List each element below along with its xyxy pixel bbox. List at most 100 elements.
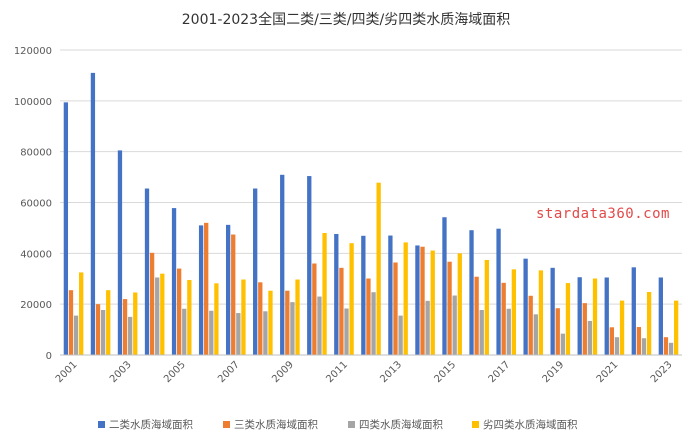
bar-2017-series-1 xyxy=(496,228,501,355)
y-tick-label: 20000 xyxy=(20,300,52,311)
bar-2003-series-2 xyxy=(122,299,128,355)
bar-series xyxy=(63,72,679,355)
bar-2011-series-4 xyxy=(349,243,354,355)
bar-2015-series-2 xyxy=(447,261,452,355)
bar-2021-series-4 xyxy=(619,300,625,355)
bar-2019-series-3 xyxy=(560,333,566,355)
x-tick-label: 2007 xyxy=(216,359,242,385)
x-tick-label: 2013 xyxy=(378,359,404,385)
bar-2018-series-1 xyxy=(523,258,528,355)
bar-2014-series-2 xyxy=(420,246,425,355)
bar-2014-series-3 xyxy=(425,300,430,355)
bar-2014-series-1 xyxy=(415,245,420,355)
bar-2002-series-3 xyxy=(100,310,106,355)
bar-2011-series-2 xyxy=(339,267,344,355)
bar-2015-series-4 xyxy=(457,253,462,355)
bar-2007-series-1 xyxy=(225,224,231,355)
bar-2001-series-2 xyxy=(68,290,74,355)
bar-2020-series-4 xyxy=(592,278,598,355)
bar-2004-series-4 xyxy=(160,273,165,355)
bar-2023-series-2 xyxy=(663,337,669,355)
bar-2009-series-3 xyxy=(290,302,295,355)
bar-2007-series-2 xyxy=(231,234,236,355)
bar-2017-series-4 xyxy=(511,269,517,355)
bar-2018-series-3 xyxy=(533,314,538,355)
bar-2021-series-2 xyxy=(609,327,614,355)
bar-2012-series-1 xyxy=(361,235,366,355)
bar-2019-series-4 xyxy=(565,283,571,355)
bar-2006-series-2 xyxy=(204,222,209,355)
bar-2016-series-4 xyxy=(484,259,489,355)
bar-2023-series-1 xyxy=(658,277,663,355)
bar-2010-series-4 xyxy=(322,233,327,355)
bar-2009-series-1 xyxy=(280,174,285,355)
bar-2005-series-2 xyxy=(176,268,182,355)
x-tick-label: 2019 xyxy=(541,359,567,385)
y-axis: 0 20000 40000 60000 80000 100000 120000 xyxy=(14,46,52,362)
bar-2004-series-3 xyxy=(155,277,160,355)
bar-2001-series-1 xyxy=(63,102,69,355)
bar-2003-series-1 xyxy=(117,150,123,355)
legend-swatch xyxy=(223,421,230,428)
bar-2008-series-3 xyxy=(263,311,268,355)
bar-2002-series-2 xyxy=(95,304,101,355)
bar-2020-series-2 xyxy=(582,303,587,355)
bar-2013-series-3 xyxy=(398,315,403,355)
bar-2022-series-2 xyxy=(636,327,642,355)
bar-2005-series-3 xyxy=(182,308,187,355)
bar-2003-series-3 xyxy=(128,316,133,355)
legend-swatch xyxy=(98,421,105,428)
x-tick-label: 2021 xyxy=(595,359,621,385)
bar-2019-series-1 xyxy=(550,267,555,355)
bar-2020-series-1 xyxy=(577,277,582,355)
bar-2022-series-4 xyxy=(646,291,652,355)
bar-2002-series-4 xyxy=(106,290,111,355)
y-tick-label: 60000 xyxy=(20,199,52,210)
watermark-text: stardata360.com xyxy=(536,206,670,222)
bar-2020-series-3 xyxy=(587,320,593,355)
x-tick-label: 2001 xyxy=(54,359,80,385)
bar-2008-series-2 xyxy=(258,282,263,355)
x-tick-label: 2023 xyxy=(649,359,675,385)
bar-2017-series-2 xyxy=(501,282,506,355)
x-tick-label: 2003 xyxy=(108,359,134,385)
bar-2015-series-1 xyxy=(442,217,447,355)
bar-2018-series-4 xyxy=(538,270,544,355)
legend-swatch xyxy=(348,421,355,428)
y-tick-label: 0 xyxy=(46,351,52,362)
x-tick-label: 2017 xyxy=(487,359,513,385)
bar-2006-series-4 xyxy=(214,283,219,355)
legend-swatch xyxy=(472,421,479,428)
bar-2021-series-3 xyxy=(614,337,620,355)
bar-2008-series-1 xyxy=(253,188,258,355)
bar-2016-series-3 xyxy=(479,310,484,355)
bar-2012-series-2 xyxy=(366,278,371,355)
bar-2004-series-1 xyxy=(144,188,150,355)
bar-2006-series-1 xyxy=(198,225,204,355)
x-tick-label: 2011 xyxy=(324,359,350,385)
bar-2022-series-1 xyxy=(631,267,636,355)
bar-2008-series-4 xyxy=(268,290,273,355)
bar-2018-series-2 xyxy=(528,295,533,355)
bar-2001-series-4 xyxy=(79,272,84,355)
bar-2009-series-4 xyxy=(295,279,300,355)
x-tick-label: 2005 xyxy=(162,359,188,385)
bar-2010-series-2 xyxy=(312,263,317,355)
bar-2010-series-1 xyxy=(307,176,312,355)
legend: 二类水质海域面积 三类水质海域面积 四类水质海域面积 劣四类水质海域面积 xyxy=(98,418,578,431)
legend-label: 四类水质海域面积 xyxy=(359,418,443,431)
legend-label: 二类水质海域面积 xyxy=(109,418,193,431)
x-axis: 2001 2003 2005 2007 2009 2011 2013 2015 2017 2019… xyxy=(54,359,675,385)
bar-2016-series-2 xyxy=(474,276,479,355)
bar-2007-series-3 xyxy=(236,313,241,355)
bar-2011-series-1 xyxy=(334,234,339,355)
bar-2019-series-2 xyxy=(555,308,560,355)
bar-2005-series-1 xyxy=(171,208,177,355)
bar-2012-series-4 xyxy=(376,182,381,355)
bar-2002-series-1 xyxy=(90,72,96,355)
bar-2012-series-3 xyxy=(371,292,376,355)
bar-2001-series-3 xyxy=(73,315,79,355)
bar-2007-series-4 xyxy=(241,279,246,355)
y-tick-label: 100000 xyxy=(14,97,52,108)
